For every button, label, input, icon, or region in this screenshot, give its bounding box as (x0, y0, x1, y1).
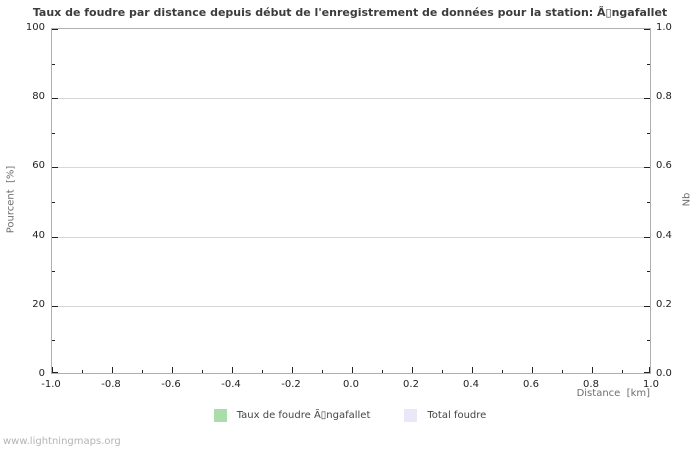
x-tick (172, 367, 173, 373)
x-tick-label: 0.6 (523, 379, 539, 390)
x-tick-label: -0.8 (101, 379, 121, 390)
y-left-tick-label: 60 (32, 160, 45, 171)
y-left-tick-label: 40 (32, 230, 45, 241)
gridline (52, 167, 650, 168)
y-tick (52, 306, 58, 307)
legend-label: Total foudre (427, 410, 487, 421)
legend-item: Taux de foudre Ã▯ngafallet (213, 409, 371, 422)
x-tick (52, 367, 53, 373)
legend-swatch (404, 409, 418, 422)
y-tick (647, 133, 650, 134)
y-tick (647, 202, 650, 203)
y-tick (644, 306, 650, 307)
x-tick (82, 370, 83, 373)
watermark: www.lightningmaps.org (3, 436, 121, 447)
y-tick (644, 29, 650, 30)
y-left-tick-label: 20 (32, 299, 45, 310)
y-tick (52, 29, 58, 30)
y-tick (647, 340, 650, 341)
y-tick (52, 133, 55, 134)
x-tick (532, 367, 533, 373)
y-tick (52, 340, 55, 341)
legend-item: Total foudre (404, 409, 486, 422)
y-right-tick-label: 0.6 (656, 160, 672, 171)
chart-title: Taux de foudre par distance depuis début… (32, 6, 668, 19)
legend-swatch (213, 409, 227, 422)
gridline (52, 237, 650, 238)
y-left-tick-label: 0 (38, 368, 45, 379)
x-tick (262, 370, 263, 373)
y-tick (52, 64, 55, 65)
x-tick (649, 367, 650, 373)
plot-area (51, 28, 651, 374)
y-right-tick-label: 0.8 (656, 91, 672, 102)
y-axis-label-left: Pourcent [%] (5, 165, 17, 234)
y-tick (644, 98, 650, 99)
y-tick (644, 237, 650, 238)
x-tick-label: 0.4 (463, 379, 479, 390)
y-axis-label-right: Nb (681, 192, 693, 207)
x-tick-label: -0.4 (221, 379, 241, 390)
x-tick-label: -0.6 (161, 379, 181, 390)
x-tick (202, 370, 203, 373)
x-axis-label: Distance [km] (576, 388, 650, 399)
y-tick (647, 64, 650, 65)
gridline (52, 306, 650, 307)
y-right-tick-label: 1.0 (656, 22, 672, 33)
x-tick (322, 370, 323, 373)
y-left-tick-label: 80 (32, 91, 45, 102)
x-tick-label: 0.8 (583, 379, 599, 390)
gridline (52, 98, 650, 99)
x-tick (442, 370, 443, 373)
y-right-tick-label: 0.2 (656, 299, 672, 310)
x-tick (592, 367, 593, 373)
x-tick (622, 370, 623, 373)
y-tick (647, 271, 650, 272)
y-tick (644, 372, 650, 373)
y-tick (52, 167, 58, 168)
x-tick-label: 0.2 (403, 379, 419, 390)
y-tick (644, 167, 650, 168)
legend-label: Taux de foudre Ã▯ngafallet (236, 410, 371, 421)
x-tick (412, 367, 413, 373)
x-tick-label: -0.2 (281, 379, 301, 390)
y-tick (52, 372, 58, 373)
x-tick (232, 367, 233, 373)
x-tick (562, 370, 563, 373)
x-tick-label: 0.0 (343, 379, 359, 390)
y-right-tick-label: 0.0 (656, 368, 672, 379)
x-tick-label: 1.0 (643, 379, 659, 390)
y-tick (52, 237, 58, 238)
y-left-tick-label: 100 (25, 22, 45, 33)
x-tick (472, 367, 473, 373)
y-right-tick-label: 0.4 (656, 230, 672, 241)
x-tick (352, 367, 353, 373)
y-tick (52, 98, 58, 99)
x-tick (142, 370, 143, 373)
x-tick (382, 370, 383, 373)
y-tick (52, 202, 55, 203)
y-tick (52, 271, 55, 272)
x-tick (502, 370, 503, 373)
legend: Taux de foudre Ã▯ngafallet Total foudre (0, 409, 700, 422)
x-tick (292, 367, 293, 373)
x-tick-label: -1.0 (41, 379, 61, 390)
x-tick (112, 367, 113, 373)
